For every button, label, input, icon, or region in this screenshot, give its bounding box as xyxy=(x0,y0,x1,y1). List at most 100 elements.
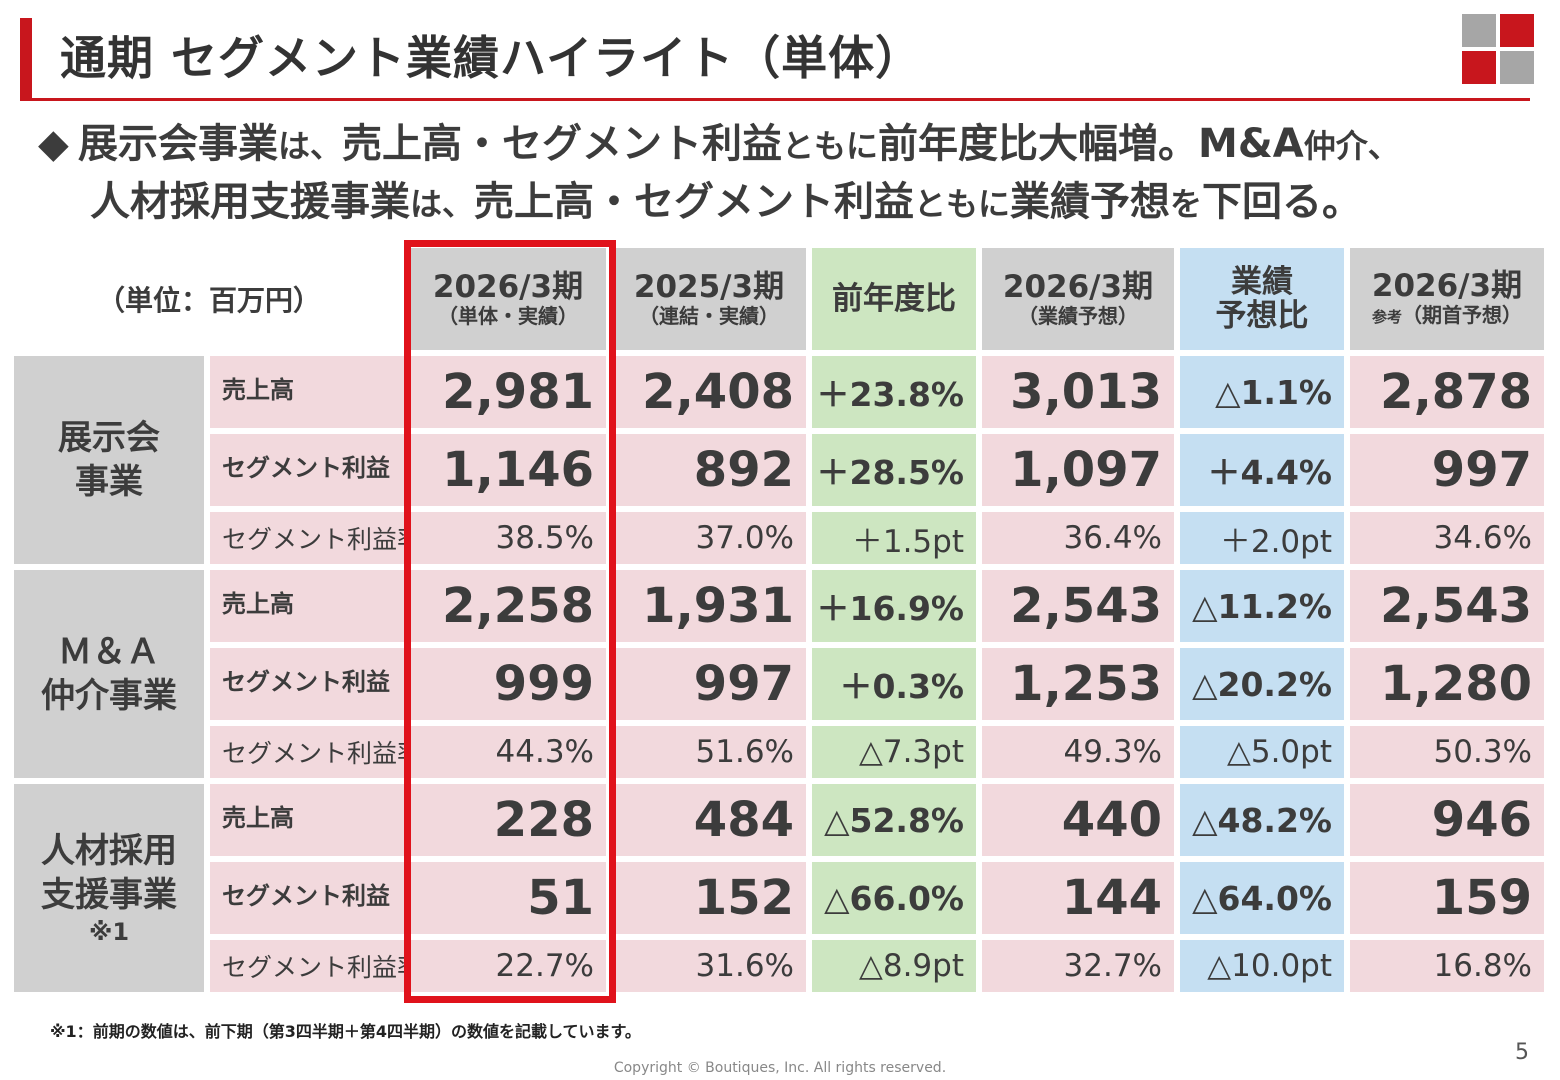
table-value-cell: ＋2.0pt xyxy=(1180,512,1344,564)
table-value-cell: ＋4.4% xyxy=(1180,434,1344,506)
segment-name-line: 人材採用 xyxy=(41,831,177,871)
column-header: 2026/3期 （業績予想） xyxy=(982,248,1174,350)
table-value-cell: 892 xyxy=(612,434,806,506)
headline-text: は、 xyxy=(410,185,475,223)
headline-text: 売上高・セグメント利益 xyxy=(342,121,783,167)
table-value-cell: 999 xyxy=(410,648,606,720)
table-value-cell: 16.8% xyxy=(1350,940,1544,992)
table-value-cell: △66.0% xyxy=(812,862,976,934)
row-label: セグメント利益 xyxy=(210,434,404,506)
table-value-cell: 997 xyxy=(612,648,806,720)
segment-name-line: Ｍ＆Ａ xyxy=(58,632,160,672)
table-value-cell: △10.0pt xyxy=(1180,940,1344,992)
table-value-cell: 38.5% xyxy=(410,512,606,564)
headline-text: 人材採用支援事業 xyxy=(90,179,410,225)
column-header-title: 予想比 xyxy=(1215,298,1309,334)
table-value-cell: ＋23.8% xyxy=(812,356,976,428)
column-header-subtitle: 参考（期首予想） xyxy=(1372,303,1522,329)
table-value-cell: 49.3% xyxy=(982,726,1174,778)
table-value-cell: 2,408 xyxy=(612,356,806,428)
headline-line-1: ◆ 展示会事業は、売上高・セグメント利益ともに前年度比大幅増。M&A仲介、 xyxy=(38,116,1538,174)
headline-text: 前年度比大幅増。M&A xyxy=(878,121,1304,167)
unit-label: （単位：百万円） xyxy=(96,284,321,317)
table-value-cell: 44.3% xyxy=(410,726,606,778)
column-header-subtitle-prefix: 参考 xyxy=(1371,308,1402,326)
table-value-cell: 2,981 xyxy=(410,356,606,428)
table-value-cell: 37.0% xyxy=(612,512,806,564)
table-value-cell: 2,878 xyxy=(1350,356,1544,428)
column-header: 業績 予想比 xyxy=(1180,248,1344,350)
headline-text: 売上高・セグメント利益 xyxy=(474,179,915,225)
column-header: 2026/3期 参考（期首予想） xyxy=(1350,248,1544,350)
headline-text: 仲介、 xyxy=(1303,127,1400,165)
segment-note: ※1 xyxy=(88,918,130,946)
segment-name-cell: 人材採用 支援事業 ※1 xyxy=(14,784,204,992)
diamond-bullet-icon: ◆ xyxy=(38,121,69,167)
headline-text: ともに xyxy=(782,127,879,165)
column-header: 2025/3期 （連結・実績） xyxy=(612,248,806,350)
table-value-cell: 36.4% xyxy=(982,512,1174,564)
segment-name-cell: Ｍ＆Ａ 仲介事業 xyxy=(14,570,204,778)
table-value-cell: 31.6% xyxy=(612,940,806,992)
table-value-cell: 159 xyxy=(1350,862,1544,934)
table-value-cell: △1.1% xyxy=(1180,356,1344,428)
title-underline xyxy=(20,98,1530,101)
table-value-cell: 3,013 xyxy=(982,356,1174,428)
segment-name-line: 仲介事業 xyxy=(41,676,177,716)
table-value-cell: 228 xyxy=(410,784,606,856)
table-value-cell: 1,253 xyxy=(982,648,1174,720)
table-value-cell: 1,931 xyxy=(612,570,806,642)
table-value-cell: 32.7% xyxy=(982,940,1174,992)
table-value-cell: ＋0.3% xyxy=(812,648,976,720)
table-value-cell: 34.6% xyxy=(1350,512,1544,564)
column-header-title: 前年度比 xyxy=(832,281,956,317)
copyright: Copyright © Boutiques, Inc. All rights r… xyxy=(613,1060,947,1076)
row-label: 売上高 xyxy=(210,784,404,856)
column-header-title: 業績 xyxy=(1231,264,1293,300)
segment-name-line: 展示会 xyxy=(58,418,160,458)
company-logo-icon xyxy=(1462,14,1536,86)
table-value-cell: 946 xyxy=(1350,784,1544,856)
table-value-cell: △64.0% xyxy=(1180,862,1344,934)
table-value-cell: △8.9pt xyxy=(812,940,976,992)
row-label: セグメント利益率 xyxy=(210,512,422,564)
column-header-title: 2026/3期 xyxy=(1371,268,1523,304)
page-title: 通期 セグメント業績ハイライト（単体） xyxy=(60,31,923,85)
table-value-cell: △11.2% xyxy=(1180,570,1344,642)
table-value-cell: ＋1.5pt xyxy=(812,512,976,564)
page-number: 5 xyxy=(1515,1040,1529,1065)
headline-text: を xyxy=(1170,185,1203,223)
table-value-cell: △7.3pt xyxy=(812,726,976,778)
table-value-cell: ＋28.5% xyxy=(812,434,976,506)
title-bar: 通期 セグメント業績ハイライト（単体） xyxy=(20,18,1530,101)
table-value-cell: 484 xyxy=(612,784,806,856)
table-value-cell: ＋16.9% xyxy=(812,570,976,642)
headline-text: 展示会事業 xyxy=(78,121,278,167)
table-value-cell: 1,280 xyxy=(1350,648,1544,720)
table-value-cell: 51 xyxy=(410,862,606,934)
segment-name-cell: 展示会 事業 xyxy=(14,356,204,564)
row-label: セグメント利益率 xyxy=(210,726,422,778)
table-value-cell: 1,097 xyxy=(982,434,1174,506)
column-header-subtitle: （連結・実績） xyxy=(639,304,779,328)
column-header-title: 2026/3期 xyxy=(432,269,584,305)
table-value-cell: △20.2% xyxy=(1180,648,1344,720)
title-accent-bar xyxy=(20,18,32,100)
row-label: 売上高 xyxy=(210,356,404,428)
table-value-cell: 22.7% xyxy=(410,940,606,992)
headline-text: は、 xyxy=(278,127,343,165)
headline-line-2: 人材採用支援事業は、売上高・セグメント利益ともに業績予想を下回る。 xyxy=(38,174,1538,232)
table-value-cell: 2,543 xyxy=(1350,570,1544,642)
row-label: 売上高 xyxy=(210,570,404,642)
headline-text: 下回る。 xyxy=(1202,179,1363,225)
column-header-title: 2026/3期 xyxy=(1002,269,1154,305)
current-period-highlight-box xyxy=(404,240,616,1003)
table-value-cell: 1,146 xyxy=(410,434,606,506)
table-value-cell: 152 xyxy=(612,862,806,934)
row-label: セグメント利益 xyxy=(210,862,404,934)
row-label: セグメント利益 xyxy=(210,648,404,720)
segment-name-line: 事業 xyxy=(75,462,143,502)
headline-text: 業績予想 xyxy=(1010,179,1171,225)
column-header-subtitle-text: （期首予想） xyxy=(1402,303,1522,327)
table-value-cell: △52.8% xyxy=(812,784,976,856)
